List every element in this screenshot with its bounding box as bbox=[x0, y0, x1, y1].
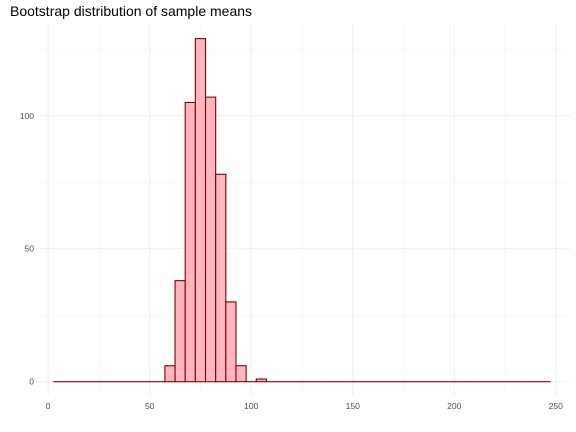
histogram-bar bbox=[215, 173, 227, 383]
x-tick-label: 100 bbox=[244, 401, 258, 411]
y-axis-tick-labels: 0 50 100 bbox=[20, 111, 34, 387]
y-tick-label: 100 bbox=[20, 111, 34, 121]
histogram-bar bbox=[164, 365, 176, 383]
histogram-bar bbox=[255, 378, 267, 383]
x-tick-label: 150 bbox=[346, 401, 360, 411]
histogram-bar bbox=[184, 101, 196, 383]
histogram-bar bbox=[194, 38, 207, 383]
y-tick-label: 0 bbox=[29, 377, 34, 387]
histogram-bars bbox=[53, 38, 551, 383]
chart-title: Bootstrap distribution of sample means bbox=[10, 3, 252, 19]
x-axis-tick-labels: 0 50 100 150 200 250 bbox=[46, 401, 563, 411]
x-tick-label: 0 bbox=[46, 401, 51, 411]
histogram-bar bbox=[235, 365, 247, 383]
histogram-bar bbox=[225, 301, 237, 383]
y-tick-label: 50 bbox=[25, 244, 35, 254]
x-tick-label: 250 bbox=[549, 401, 563, 411]
x-tick-label: 200 bbox=[447, 401, 461, 411]
x-tick-label: 50 bbox=[145, 401, 155, 411]
histogram-bar bbox=[204, 96, 217, 383]
histogram-bar bbox=[174, 280, 186, 383]
